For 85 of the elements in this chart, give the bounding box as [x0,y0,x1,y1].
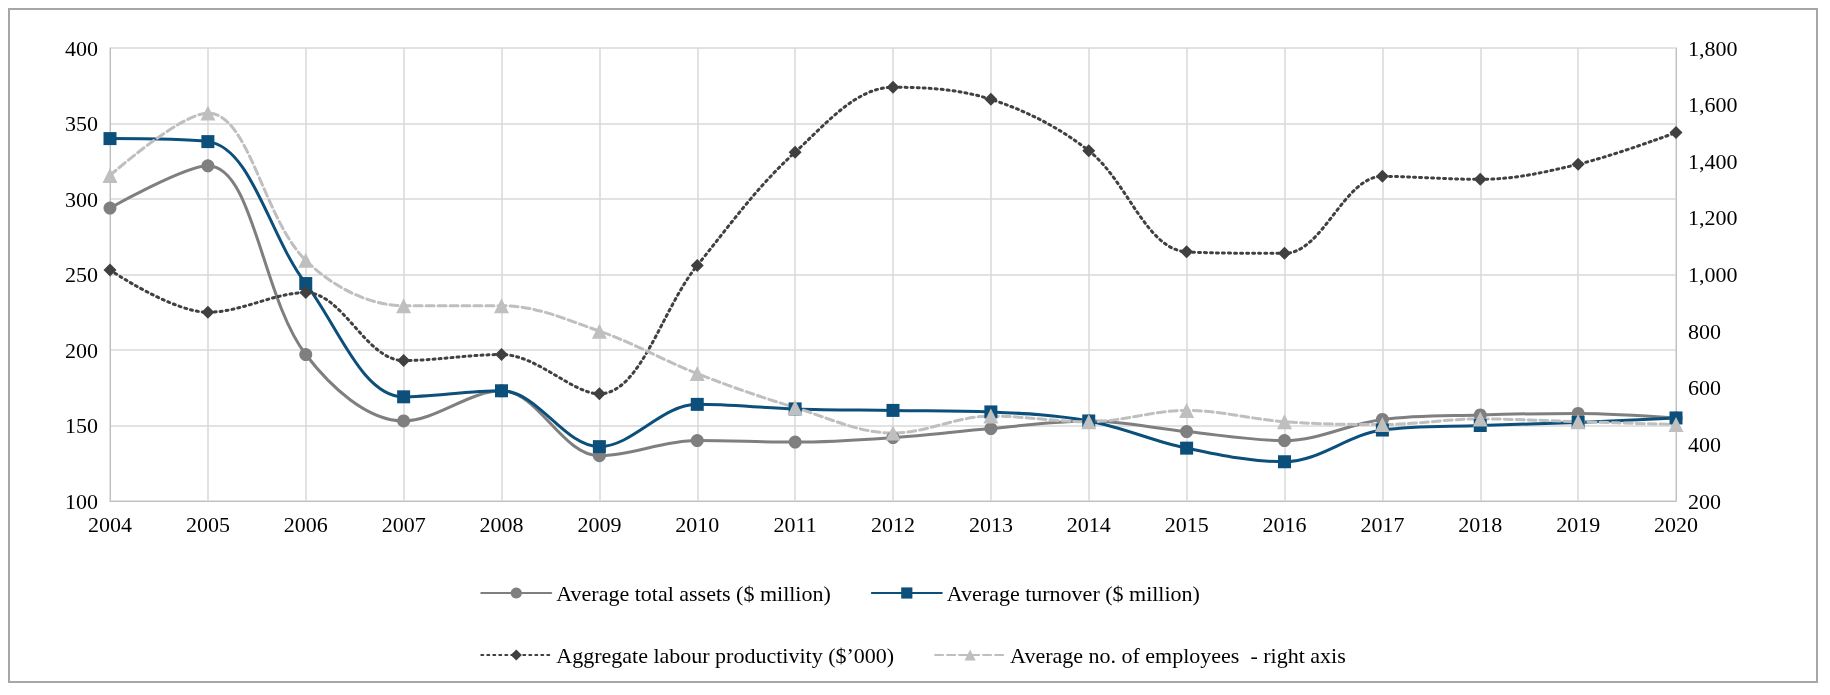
x-tick-label: 2017 [1360,511,1405,537]
x-tick-label: 2014 [1066,511,1111,537]
point [592,387,606,401]
point [1375,169,1389,183]
x-tick-label: 2006 [283,511,328,537]
y2-tick-label: 1,600 [1688,92,1738,118]
point [1179,402,1195,418]
x-tick-label: 2020 [1654,511,1698,537]
point [396,298,412,314]
x-tick-label: 2013 [968,511,1013,537]
x-tick-label: 2009 [577,511,622,537]
point [201,305,215,319]
point [886,403,900,417]
y2-tick-label: 1,800 [1688,35,1738,61]
x-tick-label: 2019 [1556,511,1601,537]
point [788,145,802,159]
y-tick-label: 350 [65,111,98,136]
point [1571,157,1585,171]
x-tick-label: 2008 [479,511,524,537]
point [201,159,215,173]
y-tick-label: 300 [65,186,98,212]
y2-tick-label: 400 [1688,431,1721,457]
legend-label: Aggregate labour productivity ($’000) [556,642,895,668]
point [1472,411,1488,427]
legend-label: Average total assets ($ million) [556,580,831,606]
x-tick-label: 2011 [773,511,817,537]
point [592,440,606,454]
point [1278,455,1291,469]
point [200,105,216,121]
point [1082,144,1096,158]
point [201,135,215,149]
y-tick-label: 400 [65,35,98,61]
point [983,408,999,424]
point [103,263,117,277]
y-tick-label: 200 [65,337,98,363]
point [1180,245,1194,259]
point [103,132,117,146]
x-tick-label: 2015 [1164,511,1209,537]
y-tick-label: 100 [65,488,98,514]
point [102,167,118,183]
y2-tick-label: 1,400 [1688,148,1738,174]
point [690,397,704,411]
point [1180,441,1194,455]
point [299,277,313,291]
point [984,92,998,106]
point [788,435,802,449]
point [397,390,411,404]
point [1180,425,1194,439]
point [1668,417,1684,433]
y2-tick-label: 1,200 [1688,205,1738,231]
x-tick-label: 2012 [871,511,915,537]
point [1669,126,1683,140]
y2-tick-label: 800 [1688,318,1721,344]
point [397,414,411,428]
y-tick-label: 250 [65,262,98,287]
point [1374,417,1390,433]
point [299,286,313,300]
legend-label: Average turnover ($ million) [946,580,1200,606]
point [690,258,704,272]
y2-tick-label: 200 [1688,488,1721,514]
x-tick-label: 2016 [1262,511,1307,537]
point [1473,172,1487,186]
point [690,434,704,448]
point [397,354,411,368]
x-tick-label: 2010 [675,511,720,537]
x-tick-label: 2004 [88,511,132,537]
point [1278,434,1291,448]
y-tick-label: 150 [65,413,98,438]
point [298,252,314,268]
point [885,425,901,441]
y2-tick-label: 1,000 [1688,262,1738,287]
point [103,201,117,215]
point [1278,246,1291,260]
point [886,80,900,94]
legend-label: Average no. of employees - right axis [1010,642,1346,668]
point [1277,414,1292,430]
x-tick-label: 2007 [381,511,426,537]
point [495,348,508,362]
point [299,348,313,362]
y2-tick-label: 600 [1688,375,1721,401]
x-tick-label: 2018 [1458,511,1503,537]
x-tick-label: 2005 [185,511,230,537]
point [591,323,607,339]
point [689,366,705,382]
point [494,298,509,314]
